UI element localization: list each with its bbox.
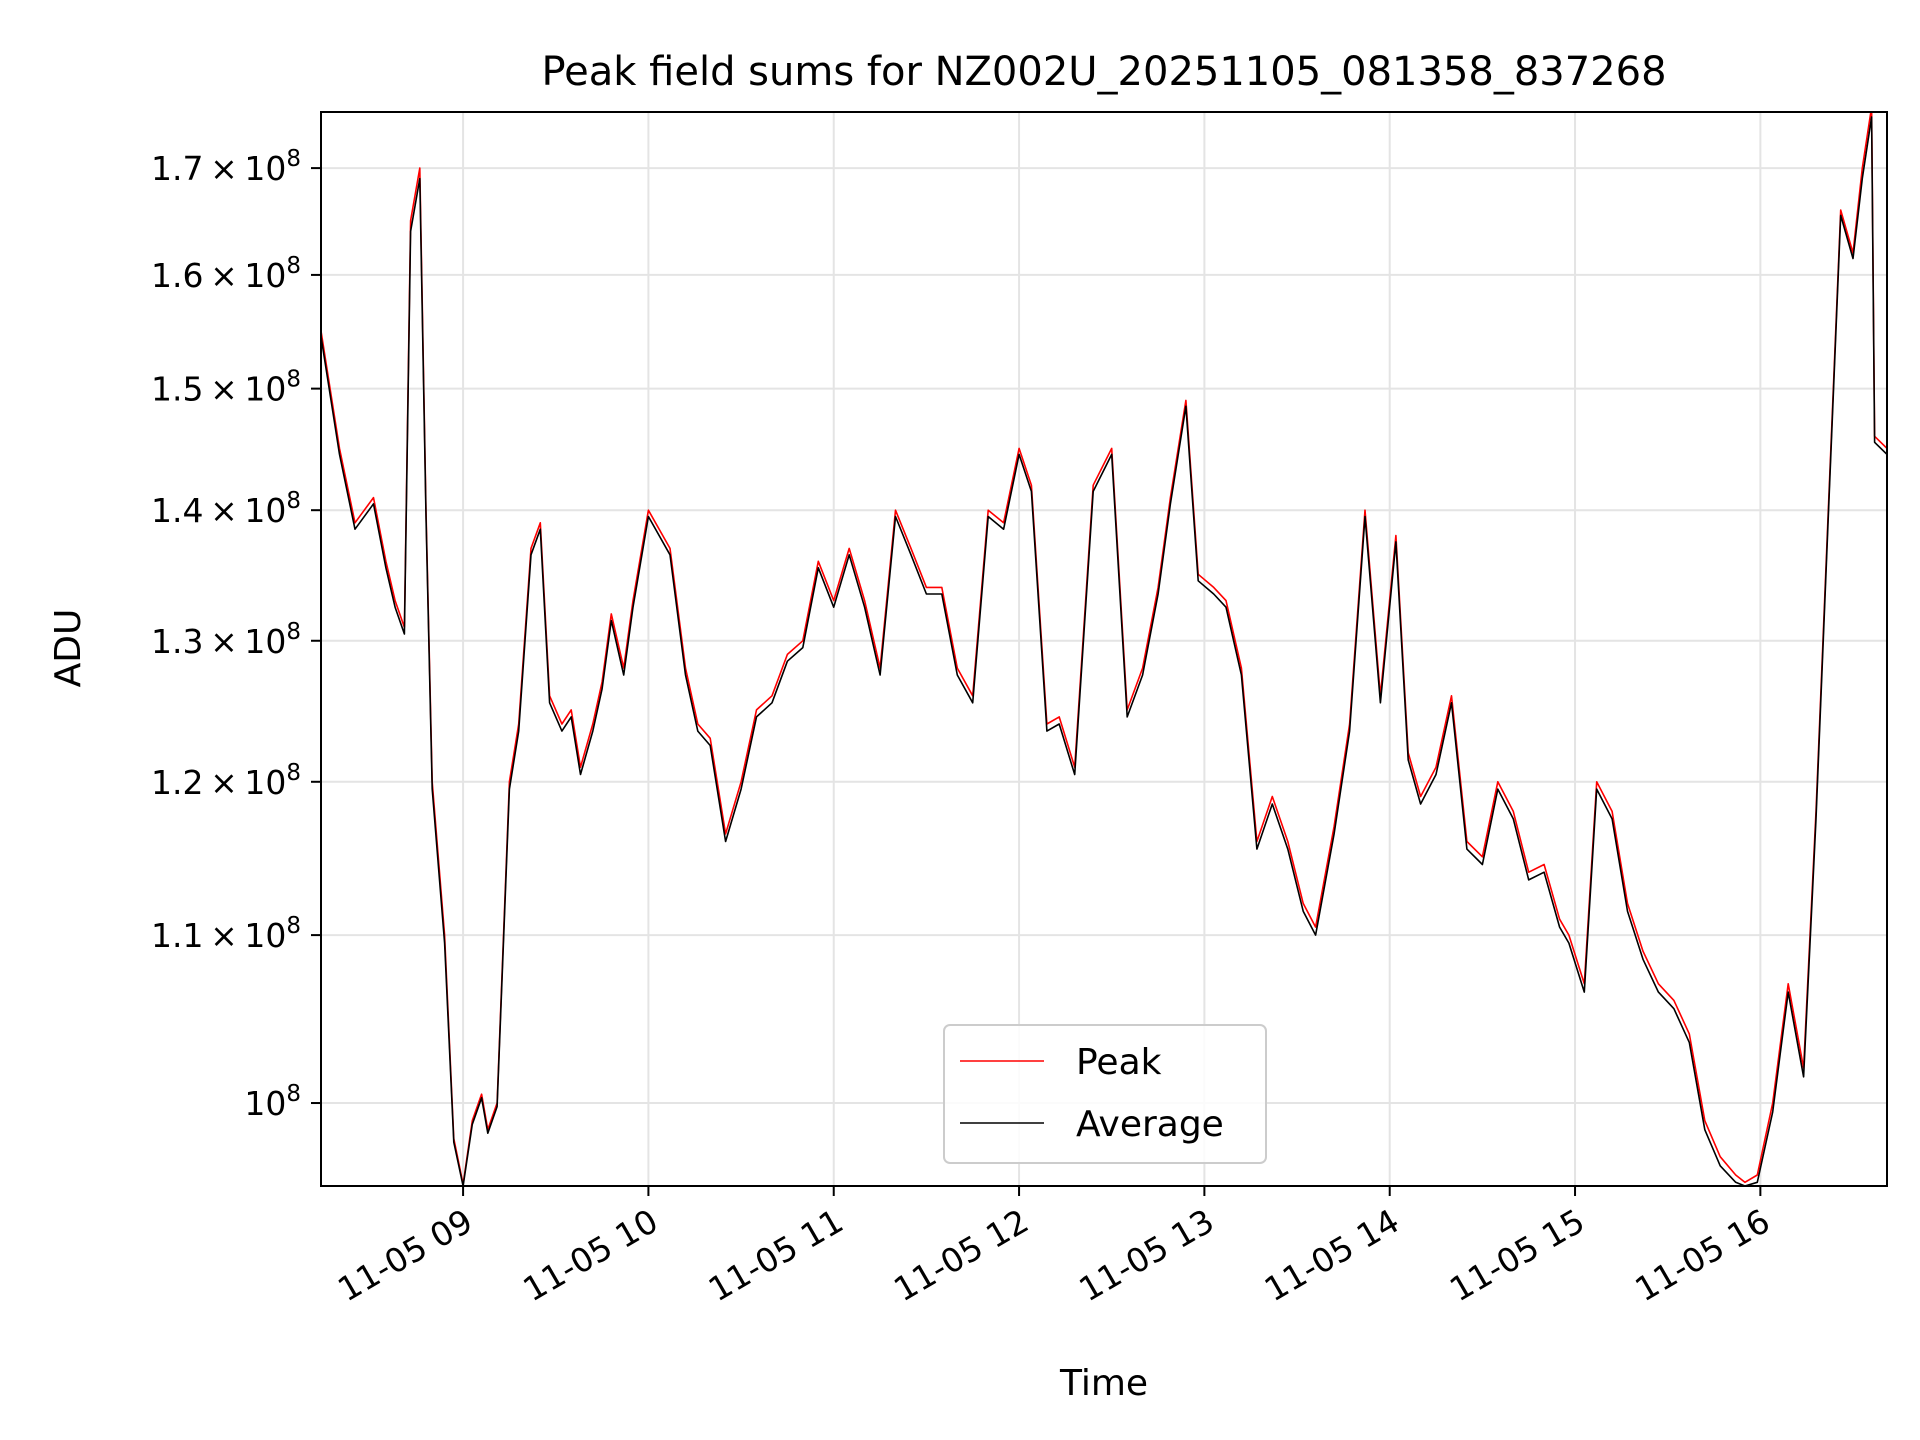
y-tick-label: 1.3 × 108 (151, 619, 301, 661)
y-tick-label: 1.2 × 108 (151, 760, 301, 802)
x-axis-label: Time (1059, 1363, 1148, 1404)
plot-frame (320, 111, 1888, 1187)
y-tick-label: 108 (244, 1081, 301, 1123)
legend: Peak Average (943, 1024, 1267, 1164)
chart-title: Peak field sums for NZ002U_20251105_0813… (541, 49, 1666, 95)
y-tick-label: 1.7 × 108 (151, 146, 301, 188)
legend-average-label: Average (1076, 1104, 1224, 1145)
legend-box (943, 1024, 1267, 1164)
y-tick-label: 1.6 × 108 (151, 253, 301, 295)
y-axis-label: ADU (48, 609, 89, 688)
legend-peak-label: Peak (1076, 1042, 1162, 1083)
y-tick-label: 1.1 × 108 (151, 913, 301, 955)
y-ticks: 108 1.1 × 108 1.2 × 108 1.3 × 108 1.4 × 108 1… (151, 146, 321, 1123)
average-series-line (321, 116, 1887, 1186)
grid (321, 112, 1887, 1186)
y-tick-label: 1.5 × 108 (151, 367, 301, 409)
y-tick-label: 1.4 × 108 (151, 488, 301, 530)
series-layer (321, 112, 1887, 1186)
